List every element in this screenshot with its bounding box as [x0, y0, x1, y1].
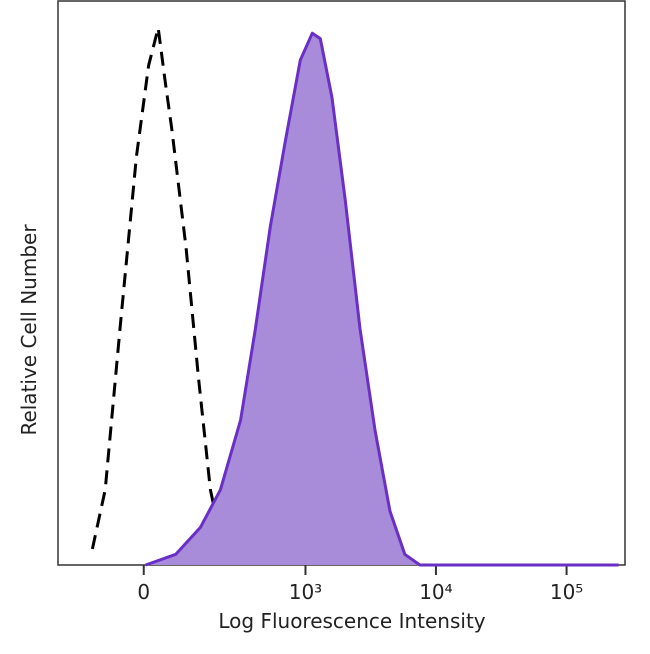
histogram-area	[145, 33, 619, 565]
x-tick-label: 10⁵	[550, 580, 583, 604]
x-axis-label: Log Fluorescence Intensity	[218, 609, 485, 633]
x-tick-label: 10⁴	[419, 580, 452, 604]
x-tick-label: 10³	[289, 580, 322, 604]
y-axis-label: Relative Cell Number	[17, 224, 41, 436]
histogram-line	[90, 26, 242, 567]
histogram-line	[145, 31, 619, 567]
x-tick-label: 0	[137, 580, 150, 604]
